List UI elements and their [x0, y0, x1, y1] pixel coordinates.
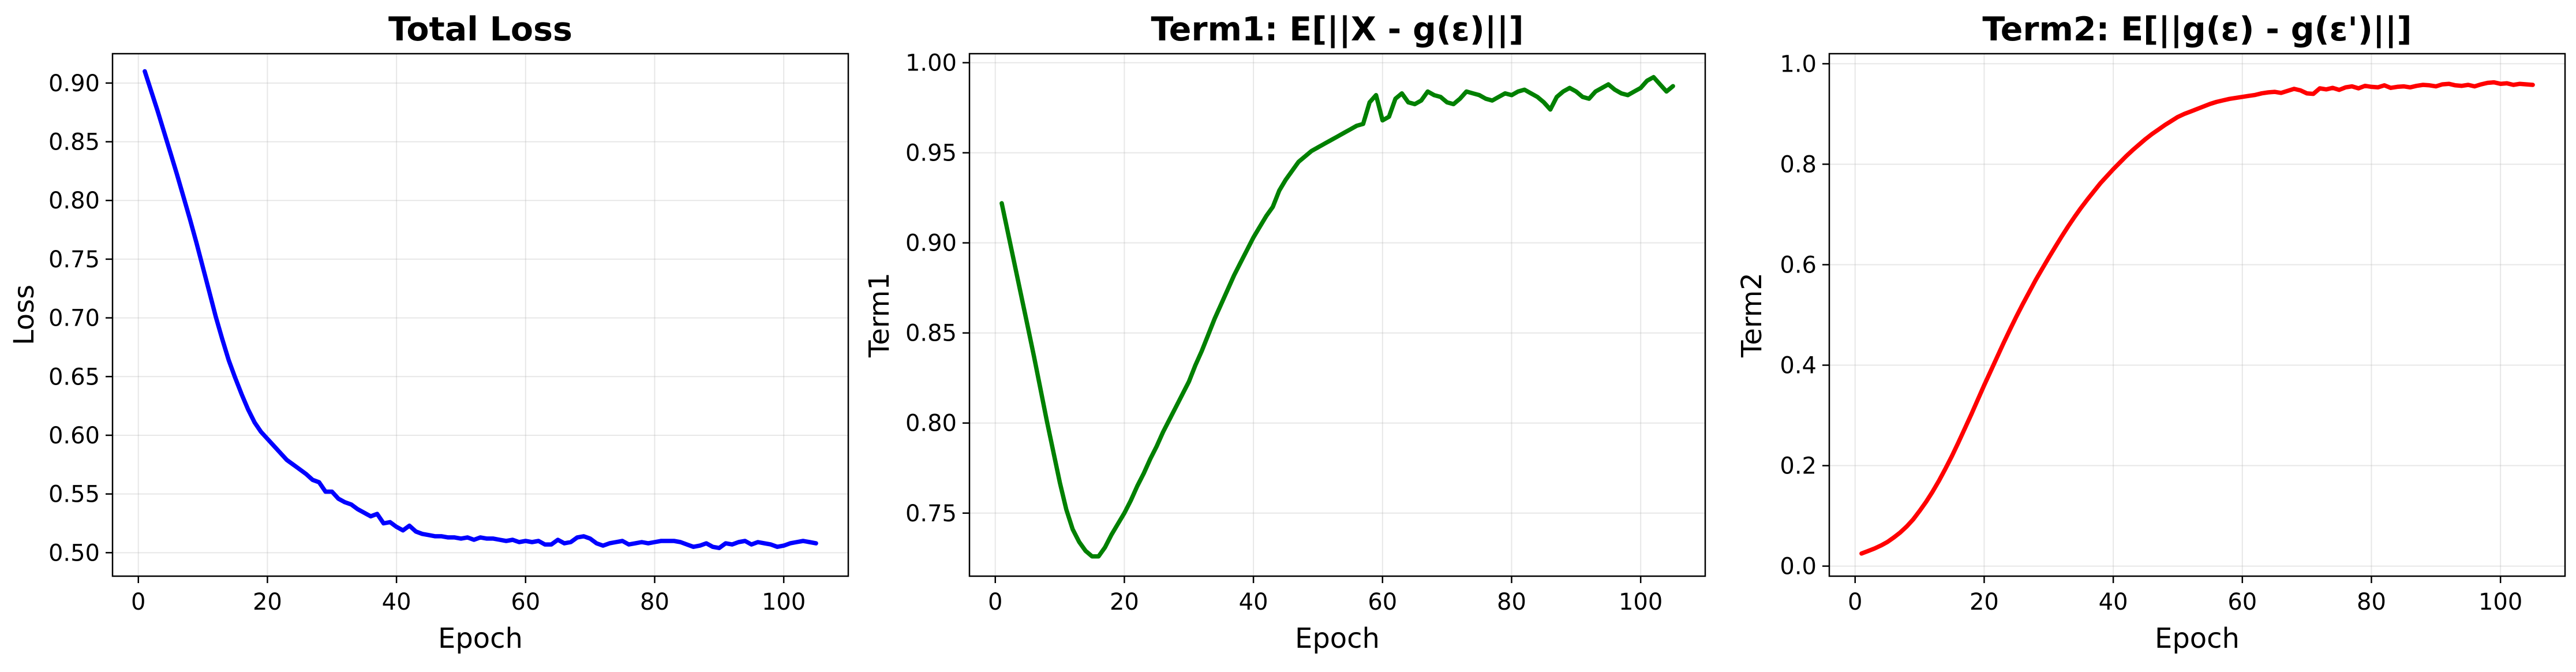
x-tick-label: 0 — [1848, 589, 1862, 615]
x-tick-label: 100 — [1619, 589, 1663, 615]
y-tick-label: 0.55 — [48, 481, 100, 508]
y-axis-label: Loss — [8, 285, 40, 345]
x-tick-label: 40 — [382, 589, 411, 615]
chart-title: Term2: E[||g(ε) - g(ε')||] — [1982, 10, 2412, 49]
y-axis-label: Term2 — [1736, 272, 1768, 358]
x-tick-label: 100 — [2478, 589, 2522, 615]
y-tick-label: 0.50 — [48, 540, 100, 566]
y-axis-label: Term1 — [863, 272, 896, 358]
y-tick-label: 0.80 — [905, 410, 957, 437]
y-tick-label: 0.60 — [48, 423, 100, 449]
x-tick-label: 20 — [1970, 589, 1999, 615]
chart-panel-2: 0 20 40 60 80 100 0.75 0.80 0.85 0.90 0.95 1.00 Term… — [863, 10, 1706, 655]
x-tick-label: 20 — [253, 589, 282, 615]
y-tick-label: 1.0 — [1780, 51, 1817, 77]
x-axis-label: Epoch — [2155, 622, 2240, 655]
y-tick-label: 0.90 — [48, 70, 100, 97]
y-tick-label: 1.00 — [905, 50, 957, 77]
chart-title: Total Loss — [388, 10, 572, 48]
x-tick-label: 60 — [1368, 589, 1397, 615]
series-line — [143, 69, 818, 550]
y-tick-label: 0.95 — [905, 140, 957, 167]
x-tick-label: 80 — [2357, 589, 2386, 615]
x-tick-label: 20 — [1110, 589, 1139, 615]
y-tick-label: 0.6 — [1780, 252, 1817, 278]
x-tick-label: 0 — [131, 589, 145, 615]
x-tick-label: 80 — [640, 589, 669, 615]
x-axis-label: Epoch — [438, 622, 523, 655]
x-tick-label: 60 — [511, 589, 540, 615]
x-axis-label: Epoch — [1295, 622, 1380, 655]
x-tick-label: 40 — [2099, 589, 2128, 615]
chart-panel-1: 0 20 40 60 80 100 0.50 0.55 0.60 0.65 0.70 0.75 0.80… — [8, 10, 849, 655]
series-line — [1859, 80, 2535, 556]
y-tick-label: 0.2 — [1780, 453, 1817, 480]
chart-panel-3: 0 20 40 60 80 100 0.0 0.2 0.4 0.6 0.8 1.0 Term2: E[|… — [1736, 10, 2566, 655]
x-tick-label: 40 — [1239, 589, 1268, 615]
x-tick-label: 100 — [762, 589, 806, 615]
y-tick-label: 0.8 — [1780, 151, 1817, 178]
y-tick-label: 0.90 — [905, 230, 957, 257]
y-tick-label: 0.85 — [48, 129, 100, 156]
y-tick-label: 0.65 — [48, 364, 100, 390]
y-tick-label: 0.0 — [1780, 554, 1817, 580]
y-tick-label: 0.75 — [48, 247, 100, 273]
x-tick-label: 0 — [988, 589, 1002, 615]
y-tick-label: 0.85 — [905, 320, 957, 347]
plot-frame — [111, 53, 849, 577]
y-tick-label: 0.75 — [905, 501, 957, 527]
y-tick-label: 0.70 — [48, 305, 100, 332]
plot-frame — [968, 53, 1706, 577]
plot-frame — [1828, 53, 2566, 577]
series-line — [999, 74, 1675, 559]
x-tick-label: 80 — [1497, 589, 1526, 615]
x-tick-label: 60 — [2227, 589, 2257, 615]
chart-title: Term1: E[||X - g(ε)||] — [1151, 10, 1523, 49]
y-tick-label: 0.4 — [1780, 353, 1817, 379]
y-tick-label: 0.80 — [48, 188, 100, 214]
